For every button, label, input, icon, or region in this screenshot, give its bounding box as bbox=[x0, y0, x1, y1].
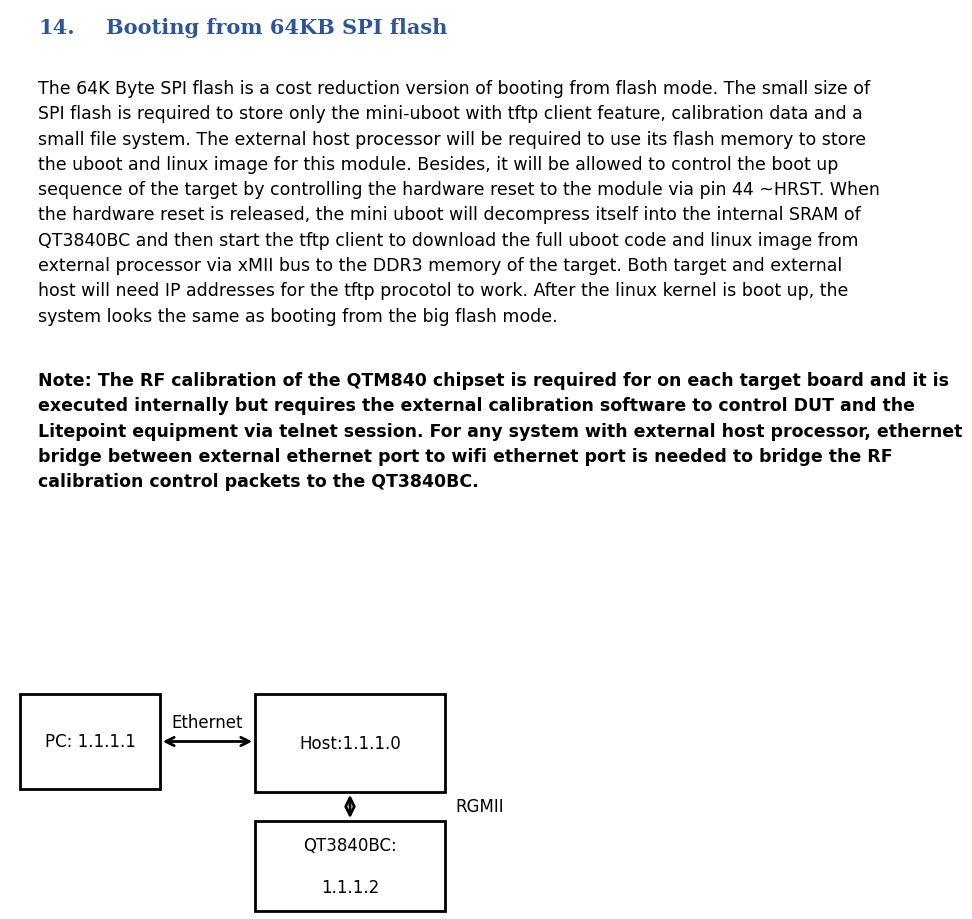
Text: The 64K Byte SPI flash is a cost reduction version of booting from flash mode. T: The 64K Byte SPI flash is a cost reducti… bbox=[38, 80, 880, 325]
Text: Note: The RF calibration of the QTM840 chipset is required for on each target bo: Note: The RF calibration of the QTM840 c… bbox=[38, 371, 962, 491]
Bar bbox=[255, 821, 445, 911]
Bar bbox=[20, 694, 160, 789]
Text: PC: 1.1.1.1: PC: 1.1.1.1 bbox=[45, 732, 135, 751]
Text: Booting from 64KB SPI flash: Booting from 64KB SPI flash bbox=[106, 18, 447, 38]
Text: Host:1.1.1.0: Host:1.1.1.0 bbox=[299, 734, 400, 752]
Bar bbox=[255, 694, 445, 792]
Text: Ethernet: Ethernet bbox=[172, 714, 243, 732]
Text: 14.: 14. bbox=[38, 18, 75, 38]
Text: QT3840BC:

1.1.1.2: QT3840BC: 1.1.1.2 bbox=[303, 836, 397, 896]
Text: RGMII: RGMII bbox=[455, 798, 503, 816]
